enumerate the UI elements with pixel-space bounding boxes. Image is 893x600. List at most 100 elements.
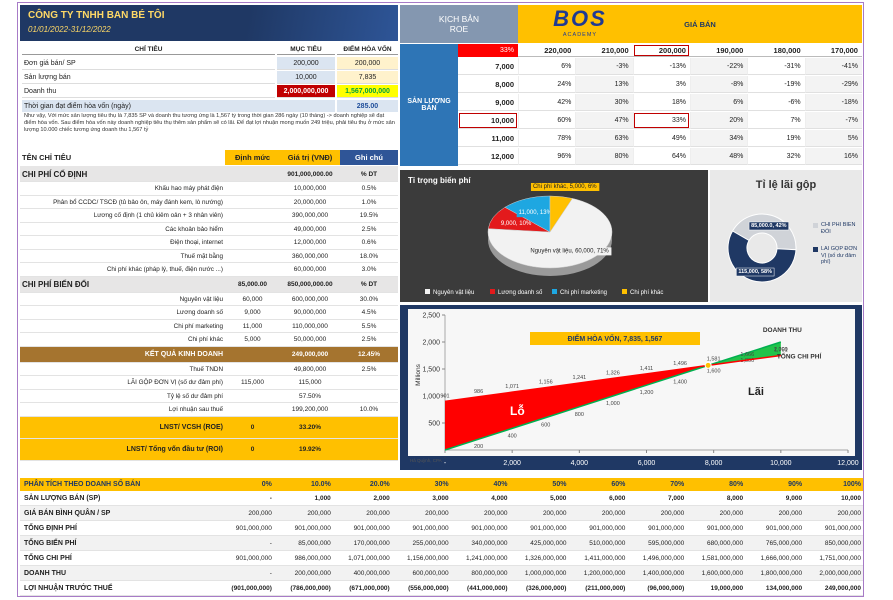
time-label: Thời gian đạt điểm hòa vốn (ngày) — [22, 100, 335, 112]
cell: 200,000 — [719, 510, 744, 517]
roe-cell: -18% — [804, 94, 862, 111]
data-label: 800 — [575, 412, 584, 418]
cell: 9,000 — [785, 495, 803, 502]
roe-cell: -41% — [804, 58, 862, 75]
note: Như vậy, Với mức sản lượng tiêu thụ là 7… — [24, 113, 395, 133]
cell: 134,000,000 — [765, 585, 803, 592]
volume: 8,000 — [458, 76, 518, 93]
data-label: 1,400 — [673, 379, 687, 385]
cell: 110,000,000 — [292, 322, 328, 330]
cell: (901,000,000) — [231, 585, 272, 592]
cell: 1,241,000,000 — [465, 555, 508, 562]
roe-cell: 33% — [632, 112, 690, 129]
frame — [17, 2, 864, 597]
cell: CHI PHÍ BIẾN ĐỔI — [22, 280, 90, 289]
row-band — [20, 416, 398, 439]
y-tick-label: 1,500 — [422, 367, 440, 374]
annotation-box — [530, 332, 700, 345]
cell: 3.0% — [361, 266, 377, 274]
cell: 986,000,000 — [294, 555, 331, 562]
x-tick-label: 4,000 — [571, 460, 589, 467]
y-axis-label: Millions — [415, 363, 422, 385]
series-line — [444, 341, 782, 451]
roe-cell: 34% — [690, 130, 748, 147]
percent: 100% — [843, 481, 861, 488]
cell: 901,000,000 — [294, 525, 331, 532]
cell: 901,000,000 — [589, 525, 626, 532]
data-label: 1,751 — [774, 347, 788, 353]
cell: 200,000 — [277, 57, 335, 70]
cell: 390,000,000 — [291, 212, 329, 220]
price: 210,000 — [575, 44, 633, 57]
cell: Doanh thu — [22, 85, 275, 98]
cell: 595,000,000 — [648, 540, 685, 547]
cell: 901,000,000 — [530, 525, 567, 532]
label-box — [528, 247, 612, 256]
cell: 170,000,000 — [353, 540, 390, 547]
data-label: 200 — [474, 444, 483, 450]
cell: LÃI GỘP ĐƠN VỊ (số dư đảm phí) — [127, 379, 223, 387]
x-tick-label: 8,000 — [705, 460, 723, 467]
legend-swatch — [813, 223, 818, 228]
cell: 850,000,000 — [824, 540, 861, 547]
cell: - — [269, 540, 272, 547]
data-label: 1,800 — [740, 358, 754, 364]
column-header: CHỈ TIÊU — [22, 44, 275, 55]
footer: Hà Quỳnh, CPA — [410, 458, 442, 463]
cell: 200,000 — [337, 57, 398, 70]
cell: 2,000,000,000 — [277, 85, 335, 98]
roe-cell: 49% — [632, 130, 690, 147]
row-band — [20, 566, 863, 581]
row-band — [20, 376, 398, 390]
price: 170,000 — [804, 44, 862, 57]
row-label: LỢI NHUẬN TRƯỚC THUẾ — [24, 585, 113, 592]
cell: 901,000,000 — [471, 525, 508, 532]
column-header: Định mức — [225, 150, 280, 165]
column-header: TÊN CHỈ TIÊU — [20, 150, 225, 165]
time-value: 285.00 — [337, 100, 398, 112]
cell: 12,000,000 — [293, 239, 327, 247]
legend-swatch — [425, 289, 430, 294]
cell: 18.0% — [359, 252, 379, 260]
roe-cell: 60% — [518, 112, 576, 129]
cell: (96,000,000) — [647, 585, 685, 592]
cell: KẾT QUẢ KINH DOANH — [144, 351, 223, 358]
roe-cell: -22% — [690, 58, 748, 75]
data-label: 1,581 — [707, 357, 721, 363]
cell: 200,000 — [484, 510, 508, 517]
corner: 33% — [458, 44, 518, 57]
volume-label: SẢN LƯỢNG BÁN — [400, 44, 458, 166]
percent: 20.0% — [369, 481, 390, 488]
legend-label: CHI PHÍ BIẾN ĐỔI — [821, 222, 856, 235]
cell: 1,800,000,000 — [760, 570, 803, 577]
cell: 901,000,000 — [648, 525, 685, 532]
legend-label: Lương doanh số — [498, 290, 543, 296]
legend-swatch — [813, 247, 818, 252]
percent: 0% — [261, 481, 272, 488]
area-label: Lỗ — [510, 403, 525, 418]
cell: 1,326,000,000 — [524, 555, 567, 562]
pie-chart: Tỉ trọng biến phí Nguyên vật liệu, 60,000… — [400, 170, 708, 302]
cell: 49,000,000 — [293, 225, 327, 233]
cell: 901,000,000 — [765, 525, 803, 532]
roe-cell: -6% — [747, 94, 805, 111]
cell: Chi phí khác (pháp lý, thuế, điện nước .… — [106, 266, 223, 274]
price-label: GIÁ BÁN — [684, 19, 716, 29]
row-band — [20, 276, 398, 293]
cell: 901,000,000 — [412, 525, 449, 532]
row-band — [20, 346, 398, 363]
cell: 1,496,000,000 — [642, 555, 685, 562]
data-label: 400 — [508, 433, 517, 439]
cell: Phân bổ CCDC/ TSCĐ (tủ bảo ôn, máy đánh … — [53, 198, 223, 206]
cell: Các khoản bảo hiểm — [165, 225, 223, 233]
data-label: 1,200 — [640, 390, 654, 396]
cell: 425,000,000 — [530, 540, 567, 547]
cell: 680,000,000 — [707, 540, 744, 547]
volume: 11,000 — [458, 130, 518, 147]
label-box — [498, 220, 534, 229]
cell: (786,000,000) — [290, 585, 331, 592]
percent: 50% — [552, 481, 567, 488]
cell: Đơn giá bán/ SP — [22, 57, 275, 70]
row-band — [20, 222, 398, 236]
row-band — [20, 403, 398, 417]
